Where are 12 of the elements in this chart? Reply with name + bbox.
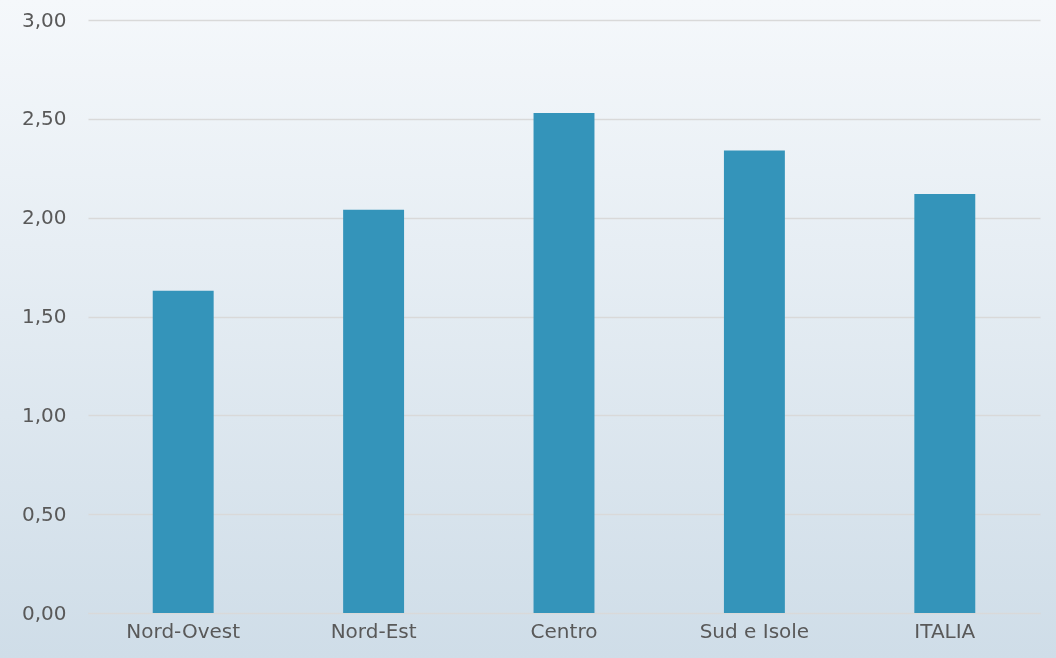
y-tick-label: 0,00 [21,600,67,625]
y-tick-label: 1,50 [21,304,67,328]
y-tick-label: 3,00 [21,7,67,32]
x-tick-label: Nord-Est [330,618,417,643]
y-tick-label: 2,00 [21,205,67,230]
x-tick-label: Centro [530,618,598,643]
y-tick-label: 0,50 [21,501,67,526]
x-tick-label: Nord-Ovest [126,618,241,643]
y-tick-label: 2,50 [21,106,67,131]
y-tick-label: 1,00 [21,402,67,427]
x-tick-label: ITALIA [914,618,976,643]
x-tick-label: Sud e Isole [699,618,810,643]
